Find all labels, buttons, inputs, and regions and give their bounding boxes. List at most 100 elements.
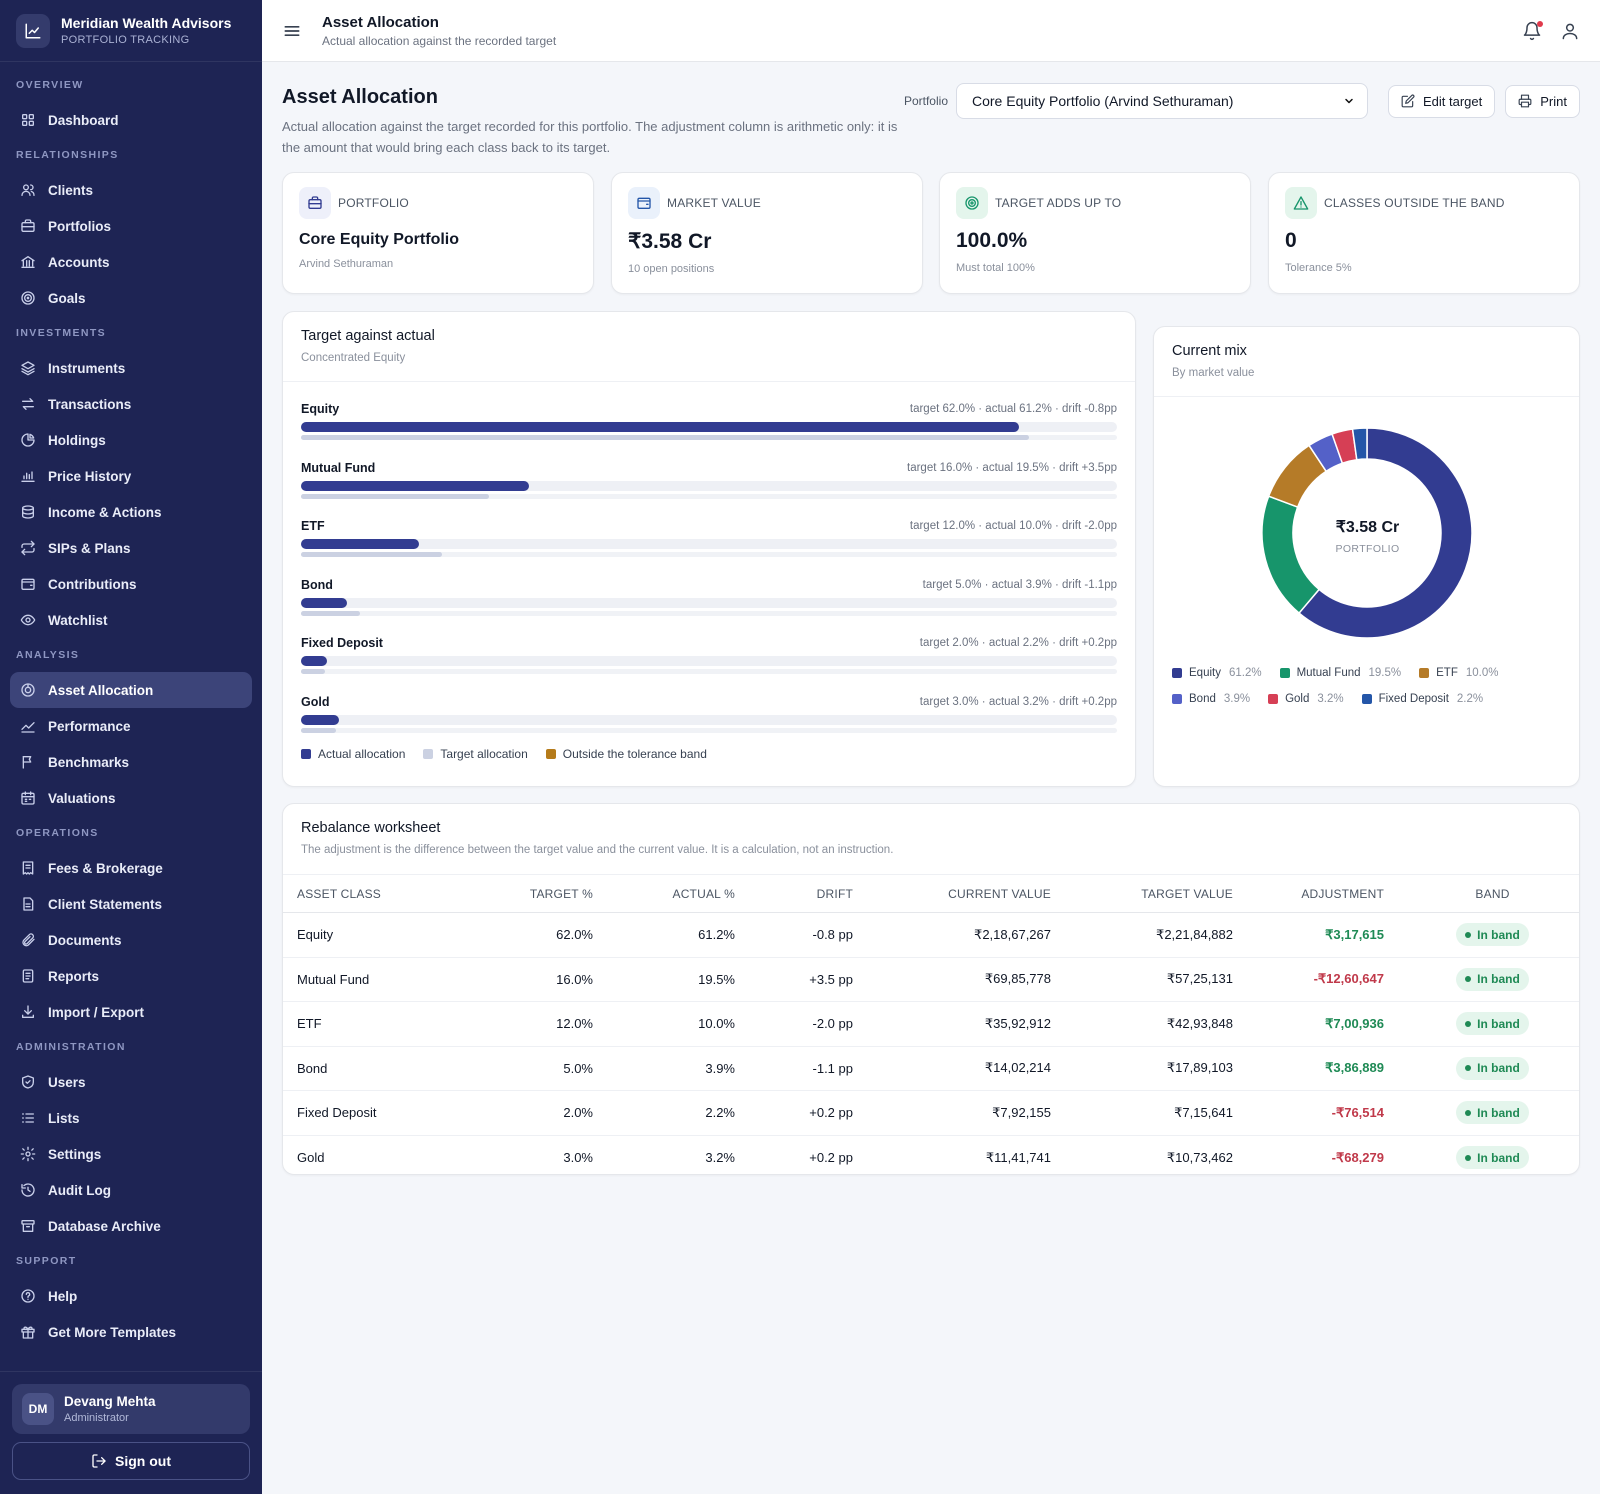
target-bar-track [301, 435, 1117, 440]
column-header[interactable]: BAND [1406, 874, 1579, 913]
column-header[interactable]: ADJUSTMENT [1233, 874, 1406, 913]
panel-subtitle: Concentrated Equity [301, 352, 406, 364]
legend-value: 3.9% [1223, 693, 1251, 705]
cell-current: ₹14,02,214 [853, 1046, 1051, 1091]
sidebar-item-benchmarks[interactable]: Benchmarks [10, 744, 252, 780]
sidebar-item-contributions[interactable]: Contributions [10, 566, 252, 602]
band-cell: In band [1406, 1046, 1579, 1091]
sidebar-item-dashboard[interactable]: Dashboard [10, 102, 252, 138]
cell-current: ₹11,41,741 [985, 1149, 1051, 1165]
main-content: Asset Allocation Actual allocation again… [282, 62, 1580, 1175]
sidebar-item-label: Clients [48, 182, 94, 198]
current-mix-panel: Current mix By market value ₹3.58 Cr POR… [1153, 326, 1580, 787]
sidebar-item-label: Audit Log [48, 1182, 111, 1198]
column-header[interactable]: TARGET % [453, 874, 593, 913]
panel-title: Target against actual [301, 328, 435, 344]
donut-chart [1261, 427, 1473, 639]
bar-meta: target 12.0% · actual 10.0% · drift -2.0… [909, 520, 1117, 532]
sidebar-item-label: Fees & Brokerage [48, 860, 163, 876]
user-card[interactable]: DM Devang Mehta Administrator [12, 1384, 250, 1434]
sidebar-item-label: Reports [48, 968, 100, 984]
sidebar-item-client-statements[interactable]: Client Statements [10, 886, 252, 922]
wallet-icon [20, 576, 48, 592]
brand[interactable]: Meridian Wealth Advisors PORTFOLIO TRACK… [0, 0, 262, 62]
outside-band-card: CLASSES OUTSIDE THE BAND 0 Tolerance 5% [1268, 172, 1580, 294]
sidebar-item-goals[interactable]: Goals [10, 280, 252, 316]
legend-value: 61.2% [1228, 667, 1262, 679]
target-bar [301, 727, 337, 733]
bar-class-name: Gold [301, 694, 330, 709]
sidebar: Meridian Wealth Advisors PORTFOLIO TRACK… [0, 0, 262, 1494]
sidebar-item-documents[interactable]: Documents [10, 922, 252, 958]
print-button[interactable]: Print [1505, 84, 1580, 118]
donut-slice-equity [1298, 427, 1473, 639]
card-label: MARKET VALUE [667, 196, 761, 210]
sidebar-item-reports[interactable]: Reports [10, 958, 252, 994]
legend-swatch [1361, 694, 1372, 704]
sidebar-item-accounts[interactable]: Accounts [10, 244, 252, 280]
sidebar-item-holdings[interactable]: Holdings [10, 422, 252, 458]
column-header[interactable]: DRIFT [735, 874, 853, 913]
sidebar-item-clients[interactable]: Clients [10, 172, 252, 208]
sidebar-item-income-actions[interactable]: Income & Actions [10, 494, 252, 530]
cell-current: ₹7,92,155 [853, 1090, 1051, 1136]
sidebar-item-watchlist[interactable]: Watchlist [10, 602, 252, 638]
sidebar-item-price-history[interactable]: Price History [10, 458, 252, 494]
column-header[interactable]: CURRENT VALUE [853, 874, 1051, 913]
edit-target-button[interactable]: Edit target [1388, 84, 1496, 118]
sidebar-item-users[interactable]: Users [10, 1064, 252, 1100]
brand-subtitle: PORTFOLIO TRACKING [61, 34, 190, 46]
notification-bell-icon[interactable] [1522, 20, 1543, 41]
legend-swatch [423, 749, 434, 759]
actual-bar [301, 422, 1020, 432]
sidebar-item-database-archive[interactable]: Database Archive [10, 1208, 252, 1244]
legend-item: Actual allocation [301, 747, 405, 761]
actual-bar-track [301, 597, 1117, 608]
column-header[interactable]: ASSET CLASS [283, 874, 453, 913]
sidebar-item-performance[interactable]: Performance [10, 708, 252, 744]
sidebar-item-fees-brokerage[interactable]: Fees & Brokerage [10, 850, 252, 886]
target-vs-actual-panel: Target against actual Concentrated Equit… [282, 311, 1136, 787]
actual-bar [301, 480, 530, 491]
status-badge-label: In band [1477, 1150, 1520, 1165]
actual-bar-track [301, 480, 1117, 491]
sidebar-item-valuations[interactable]: Valuations [10, 780, 252, 816]
table-row: Fixed Deposit 2.0% 2.2% +0.2 pp ₹7,92,155 ₹7,… [283, 1090, 1579, 1136]
status-badge-label: In band [1477, 972, 1520, 987]
sidebar-item-sips-plans[interactable]: SIPs & Plans [10, 530, 252, 566]
bar-legend: Actual allocation Target allocation Outsid… [283, 733, 1135, 761]
mix-legend-item: Gold 3.2% [1268, 693, 1344, 705]
cell-drift: -0.8 pp [735, 912, 853, 958]
cell-current: ₹2,18,67,267 [853, 912, 1051, 958]
portfolio-select[interactable]: Core Equity Portfolio (Arvind Sethuraman… [956, 83, 1368, 119]
column-header[interactable]: TARGET VALUE [1051, 874, 1233, 913]
sidebar-item-label: Instruments [48, 360, 126, 376]
sidebar-item-lists[interactable]: Lists [10, 1100, 252, 1136]
sidebar-item-get-more-templates[interactable]: Get More Templates [10, 1314, 252, 1350]
status-badge: In band [1456, 923, 1529, 947]
sidebar-item-help[interactable]: Help [10, 1278, 252, 1314]
sidebar-item-audit-log[interactable]: Audit Log [10, 1172, 252, 1208]
sidebar-item-portfolios[interactable]: Portfolios [10, 208, 252, 244]
sidebar-item-label: Price History [48, 468, 132, 484]
legend-label: Mutual Fund [1296, 667, 1361, 679]
sidebar-nav: OVERVIEW Dashboard RELATIONSHIPS Clients Por… [0, 62, 262, 1350]
sidebar-item-instruments[interactable]: Instruments [10, 350, 252, 386]
sidebar-item-asset-allocation[interactable]: Asset Allocation [10, 672, 252, 708]
sidebar-item-settings[interactable]: Settings [10, 1136, 252, 1172]
mix-legend-item: Bond 3.9% [1172, 693, 1250, 705]
sign-out-button[interactable]: Sign out [12, 1442, 250, 1480]
hamburger-menu-icon[interactable] [282, 21, 302, 41]
sign-out-label: Sign out [115, 1453, 171, 1469]
rebalance-worksheet-panel: Rebalance worksheet The adjustment is th… [282, 803, 1580, 1175]
nav-section-label: INVESTMENTS [16, 327, 107, 339]
legend-label: Target allocation [440, 747, 528, 761]
column-header[interactable]: ACTUAL % [593, 874, 735, 913]
topbar-subtitle: Actual allocation against the recorded t… [322, 33, 557, 48]
target-icon [956, 187, 988, 219]
sidebar-item-label: Accounts [48, 254, 110, 270]
sidebar-item-transactions[interactable]: Transactions [10, 386, 252, 422]
user-profile-icon[interactable] [1560, 21, 1580, 41]
sidebar-item-import-export[interactable]: Import / Export [10, 994, 252, 1030]
legend-item: Outside the tolerance band [545, 747, 707, 761]
